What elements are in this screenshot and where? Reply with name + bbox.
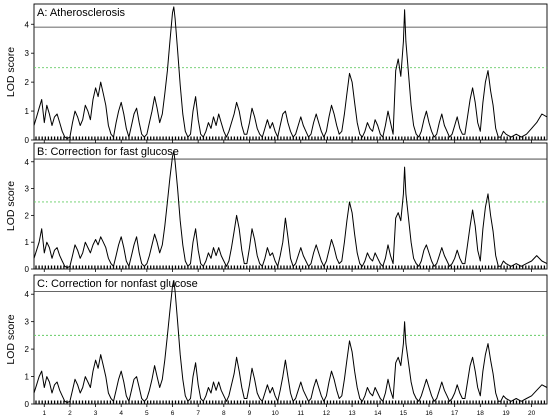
y-tick-label: 3 xyxy=(25,185,30,194)
y-tick-label: 0 xyxy=(25,265,30,274)
y-tick-label: 1 xyxy=(25,107,30,116)
x-tick-label: 3 xyxy=(94,410,98,417)
panel-1: A: Atherosclerosis LOD score 0 1 2 3 4 xyxy=(5,3,548,145)
y-tick-label: 3 xyxy=(25,318,30,327)
x-tick-label: 12 xyxy=(323,410,331,417)
panel-frame xyxy=(33,274,548,405)
y-tick-label: 3 xyxy=(25,49,30,58)
panel-2: B: Correction for fast glucose LOD score 0… xyxy=(5,142,548,274)
x-tick-label: 2 xyxy=(68,410,72,417)
x-tick-label: 18 xyxy=(477,410,485,417)
panel-frame xyxy=(33,3,548,141)
x-tick-label: 19 xyxy=(502,410,510,417)
x-tick-label: 7 xyxy=(196,410,200,417)
y-tick-label: 0 xyxy=(25,136,30,145)
marker-rug xyxy=(35,136,546,140)
x-tick-label: 9 xyxy=(248,410,252,417)
y-axis-label: LOD score xyxy=(5,181,17,231)
x-tick-label: 11 xyxy=(297,410,304,417)
x-tick-label: 14 xyxy=(374,410,382,417)
lod-curve xyxy=(33,280,548,404)
x-tick-label: 13 xyxy=(348,410,356,417)
x-tick-label: 15 xyxy=(400,410,408,417)
y-tick-label: 1 xyxy=(25,373,30,382)
y-tick-label: 2 xyxy=(25,345,30,354)
marker-rug xyxy=(35,400,546,404)
y-tick-label: 4 xyxy=(25,158,30,167)
panel-frame xyxy=(33,142,548,270)
x-tick-label: 5 xyxy=(145,410,149,417)
y-tick-label: 2 xyxy=(25,78,30,87)
y-tick-label: 0 xyxy=(25,400,30,409)
y-axis-label: LOD score xyxy=(5,314,17,364)
lod-curve xyxy=(33,150,548,269)
panel-title: C: Correction for nonfast glucose xyxy=(37,278,198,290)
y-tick-label: 4 xyxy=(25,290,30,299)
panel-title: B: Correction for fast glucose xyxy=(37,146,179,158)
x-tick-label: 16 xyxy=(425,410,433,417)
panel-title: A: Atherosclerosis xyxy=(37,7,126,19)
x-tick-label: 6 xyxy=(171,410,175,417)
panel-3: C: Correction for nonfast glucose LOD sco… xyxy=(5,274,548,417)
y-tick-label: 2 xyxy=(25,211,30,220)
y-tick-label: 4 xyxy=(25,20,30,29)
marker-rug xyxy=(35,265,546,269)
x-tick-label: 20 xyxy=(528,410,536,417)
x-tick-label: 4 xyxy=(119,410,123,417)
x-tick-label: 17 xyxy=(451,410,459,417)
lod-curve xyxy=(33,6,548,140)
y-axis-label: LOD score xyxy=(5,47,17,97)
x-tick-label: 10 xyxy=(271,410,279,417)
x-tick-label: 8 xyxy=(222,410,226,417)
x-tick-label: 1 xyxy=(42,410,46,417)
y-tick-label: 1 xyxy=(25,238,30,247)
